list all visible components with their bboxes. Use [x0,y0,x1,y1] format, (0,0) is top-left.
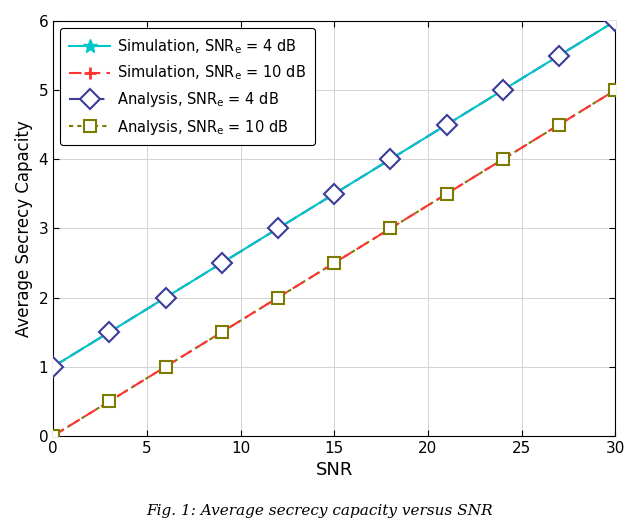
X-axis label: SNR: SNR [316,461,353,479]
Y-axis label: Average Secrecy Capacity: Average Secrecy Capacity [15,120,33,337]
Text: Fig. 1: Average secrecy capacity versus SNR: Fig. 1: Average secrecy capacity versus … [147,504,493,518]
Legend: Simulation, SNR$_\mathrm{e}$ = 4 dB, Simulation, SNR$_\mathrm{e}$ = 10 dB, Analy: Simulation, SNR$_\mathrm{e}$ = 4 dB, Sim… [60,28,315,145]
